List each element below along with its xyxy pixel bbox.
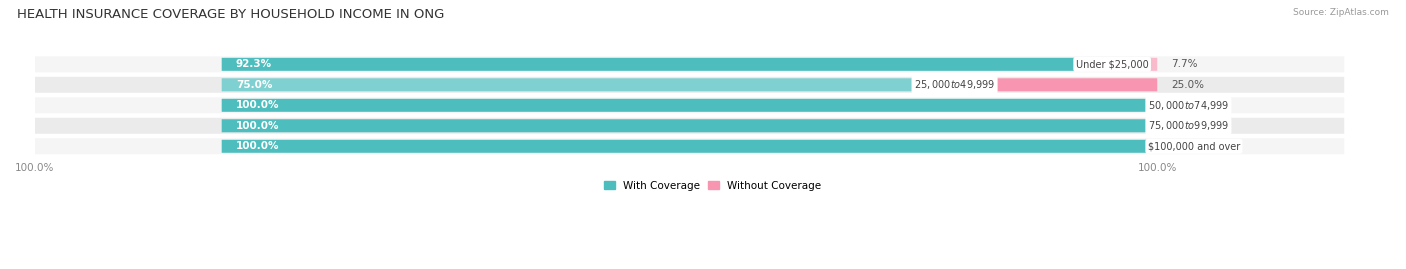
Text: 0.0%: 0.0% <box>1204 100 1230 110</box>
Text: 25.0%: 25.0% <box>1171 80 1204 90</box>
Text: 100.0%: 100.0% <box>236 121 280 131</box>
FancyBboxPatch shape <box>0 118 1344 134</box>
Text: 75.0%: 75.0% <box>236 80 273 90</box>
FancyBboxPatch shape <box>222 99 1157 112</box>
Text: 100.0%: 100.0% <box>236 141 280 151</box>
FancyBboxPatch shape <box>1085 58 1157 71</box>
FancyBboxPatch shape <box>1157 99 1189 112</box>
FancyBboxPatch shape <box>0 138 1344 154</box>
FancyBboxPatch shape <box>0 97 1344 113</box>
FancyBboxPatch shape <box>222 58 1085 71</box>
FancyBboxPatch shape <box>222 119 1157 132</box>
FancyBboxPatch shape <box>1157 140 1189 153</box>
Legend: With Coverage, Without Coverage: With Coverage, Without Coverage <box>600 177 825 195</box>
Text: HEALTH INSURANCE COVERAGE BY HOUSEHOLD INCOME IN ONG: HEALTH INSURANCE COVERAGE BY HOUSEHOLD I… <box>17 8 444 21</box>
Text: 100.0%: 100.0% <box>236 100 280 110</box>
Text: 0.0%: 0.0% <box>1204 141 1230 151</box>
Text: $100,000 and over: $100,000 and over <box>1147 141 1240 151</box>
FancyBboxPatch shape <box>1157 119 1189 132</box>
FancyBboxPatch shape <box>0 56 1344 72</box>
Text: Under $25,000: Under $25,000 <box>1076 59 1149 69</box>
Text: 0.0%: 0.0% <box>1204 121 1230 131</box>
Text: 7.7%: 7.7% <box>1171 59 1198 69</box>
FancyBboxPatch shape <box>222 140 1157 153</box>
Text: $25,000 to $49,999: $25,000 to $49,999 <box>914 78 995 91</box>
FancyBboxPatch shape <box>222 78 924 91</box>
Text: $75,000 to $99,999: $75,000 to $99,999 <box>1147 119 1229 132</box>
Text: $50,000 to $74,999: $50,000 to $74,999 <box>1147 99 1229 112</box>
FancyBboxPatch shape <box>924 78 1157 91</box>
FancyBboxPatch shape <box>0 77 1344 93</box>
Text: 92.3%: 92.3% <box>236 59 271 69</box>
Text: Source: ZipAtlas.com: Source: ZipAtlas.com <box>1294 8 1389 17</box>
